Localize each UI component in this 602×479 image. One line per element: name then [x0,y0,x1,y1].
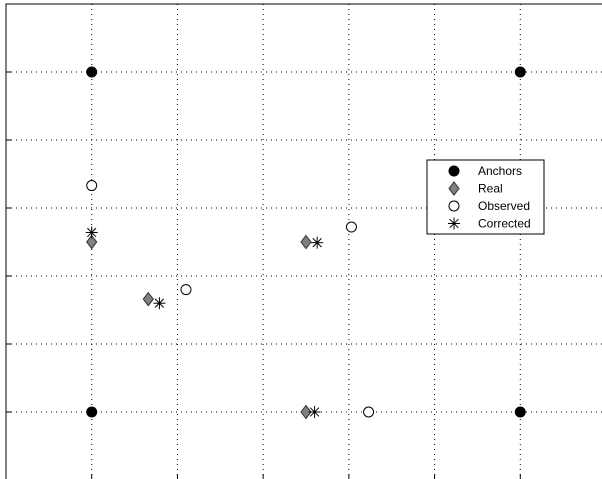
corrected-point-3 [153,297,166,310]
observed-point-3 [180,284,192,296]
legend: Anchors Real Observed Corrected [426,159,545,235]
axis-ticks [6,71,521,479]
observed-point-4 [363,406,375,418]
observed-point-2 [345,221,357,233]
real-point-3 [142,291,154,307]
observed-point-1 [86,180,98,192]
real-point-2 [300,234,312,250]
axes-frame [5,3,602,479]
legend-marker-observed [448,200,460,212]
legend-box [426,159,545,235]
corrected-point-4 [308,406,321,418]
legend-label-observed: Observed [478,199,530,213]
anchors-point-3 [86,406,98,418]
anchors-point-1 [86,66,98,78]
corrected-point-2 [311,236,324,249]
legend-marker-anchors [448,165,460,177]
anchors-point-2 [514,66,526,78]
legend-marker-real [448,181,460,196]
legend-label-anchors: Anchors [478,164,522,178]
real-point-4 [300,404,312,420]
grid-lines [6,4,602,479]
legend-label-corrected: Corrected [478,217,531,231]
legend-label-real: Real [478,182,503,196]
anchors-point-4 [514,406,526,418]
legend-entries: Anchors Real Observed Corrected [448,164,531,231]
data-points [85,66,526,420]
corrected-point-1 [85,226,98,239]
real-point-1 [86,234,98,250]
legend-marker-corrected [448,217,460,230]
